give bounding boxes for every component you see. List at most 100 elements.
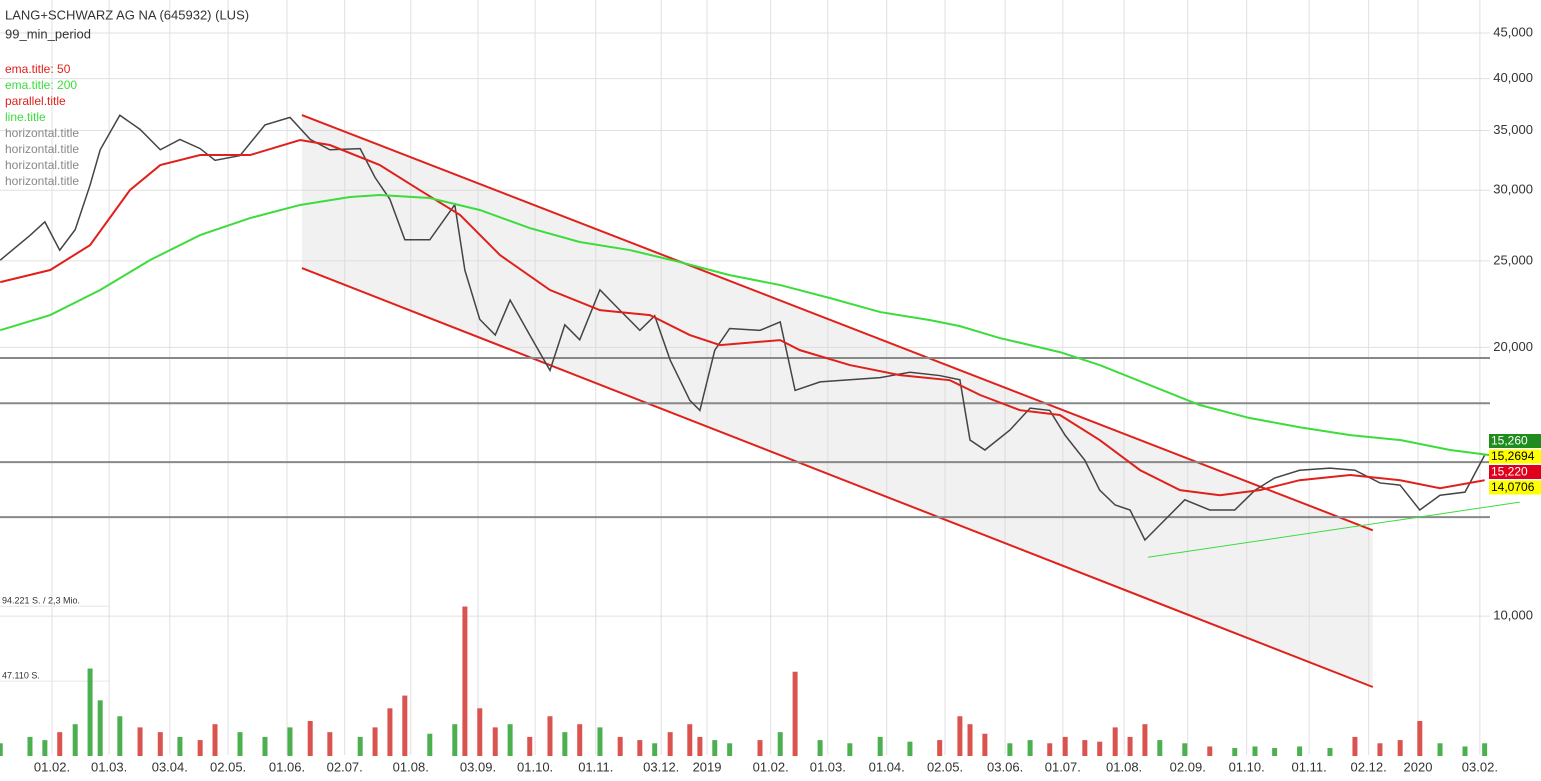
volume-bar xyxy=(42,740,48,756)
x-tick-label: 03.09. xyxy=(460,759,496,774)
y-tick-label: 10,000 xyxy=(1493,608,1533,623)
x-tick-label: 01.10. xyxy=(1229,759,1265,774)
volume-bar xyxy=(1397,740,1403,756)
trend-line xyxy=(1147,501,1520,558)
volume-bar xyxy=(652,743,658,756)
volume-bar xyxy=(0,743,3,756)
legend-entry: horizontal.title xyxy=(5,126,79,140)
volume-bar xyxy=(287,727,293,756)
x-tick-label: 01.07. xyxy=(1045,759,1081,774)
legend-entry: horizontal.title xyxy=(5,174,79,188)
volume-bar xyxy=(1437,743,1443,756)
volume-tick-label: 94.221 S. / 2,3 Mio. xyxy=(2,596,80,606)
legend-entry: horizontal.title xyxy=(5,142,79,156)
volume-bar xyxy=(777,732,783,756)
x-tick-label: 02.05. xyxy=(210,759,246,774)
volume-bar xyxy=(667,732,673,756)
legend-entry: ema.title: 50 xyxy=(5,62,71,76)
volume-bar xyxy=(1127,736,1133,756)
volume-bar xyxy=(327,732,333,756)
volume-bar xyxy=(27,736,33,756)
last-label: 14,0706 xyxy=(1491,480,1535,494)
volume-bar xyxy=(117,716,123,756)
volume-bar xyxy=(727,743,733,756)
volume-bar xyxy=(1062,736,1068,756)
legend-entry: line.title xyxy=(5,110,46,124)
x-tick-label: 01.02. xyxy=(34,759,70,774)
volume-bar xyxy=(1462,746,1468,756)
background-layer xyxy=(0,0,1490,755)
volume-bar xyxy=(1297,746,1303,756)
volume-bar xyxy=(57,732,63,756)
volume-bar xyxy=(527,736,533,756)
volume-tick-label: 47.110 S. xyxy=(2,670,40,680)
x-tick-label: 03.12. xyxy=(643,759,679,774)
volume-bar xyxy=(452,724,458,756)
x-tick-label: 02.05. xyxy=(927,759,963,774)
volume-bar xyxy=(1157,740,1163,756)
x-tick-label: 02.07. xyxy=(327,759,363,774)
volume-bar xyxy=(492,727,498,756)
volume-bar xyxy=(462,606,468,756)
volume-bar xyxy=(967,724,973,756)
volume-bar xyxy=(1007,743,1013,756)
x-tick-label: 03.04. xyxy=(152,759,188,774)
volume-bar xyxy=(1417,721,1423,756)
x-tick-label: 2019 xyxy=(693,759,722,774)
last-label-box xyxy=(1489,434,1541,448)
volume-bar xyxy=(1327,748,1333,756)
volume-bar xyxy=(577,724,583,756)
last-label: 15,260 xyxy=(1491,434,1528,448)
last-label: 15,220 xyxy=(1491,465,1528,479)
volume-bar xyxy=(712,740,718,756)
volume-bar xyxy=(1252,746,1258,756)
volume-bar xyxy=(687,724,693,756)
y-tick-label: 35,000 xyxy=(1493,122,1533,137)
volume-bar xyxy=(87,668,93,756)
volume-bar xyxy=(817,740,823,756)
y-tick-label: 25,000 xyxy=(1493,252,1533,267)
x-tick-label: 01.08. xyxy=(1106,759,1142,774)
volume-bar xyxy=(1027,740,1033,756)
volume-bar xyxy=(157,732,163,756)
volume-bar xyxy=(1352,736,1358,756)
channel-line xyxy=(301,114,1374,532)
volume-bar xyxy=(72,724,78,756)
volume-bar xyxy=(372,727,378,756)
volume-bar xyxy=(1047,743,1053,756)
volume-bar xyxy=(562,732,568,756)
volume-bar xyxy=(847,743,853,756)
volume-bar xyxy=(1232,748,1238,756)
x-tick-label: 01.04. xyxy=(869,759,905,774)
volume-bar xyxy=(1182,743,1188,756)
chart-title: LANG+SCHWARZ AG NA (645932) (LUS) xyxy=(5,7,249,22)
chart-subtitle: 99_min_period xyxy=(5,26,91,41)
y-tick-label: 30,000 xyxy=(1493,182,1533,197)
x-tick-label: 2020 xyxy=(1404,759,1433,774)
x-tick-label: 01.03. xyxy=(91,759,127,774)
legend-entry: horizontal.title xyxy=(5,158,79,172)
volume-bar xyxy=(237,732,243,756)
volume-bar xyxy=(1097,741,1103,756)
volume-bar xyxy=(177,736,183,756)
legend-entry: parallel.title xyxy=(5,94,66,108)
y-tick-label: 20,000 xyxy=(1493,339,1533,354)
volume-bar xyxy=(477,708,483,756)
volume-bar xyxy=(137,727,143,756)
x-tick-label: 01.10. xyxy=(517,759,553,774)
last-label-box xyxy=(1489,480,1541,495)
volume-bar xyxy=(597,727,603,756)
x-tick-label: 03.06. xyxy=(987,759,1023,774)
volume-bar xyxy=(697,736,703,756)
last-label-box xyxy=(1489,465,1541,479)
channel-area xyxy=(301,115,1373,688)
y-tick-label: 40,000 xyxy=(1493,70,1533,85)
volume-bar xyxy=(97,700,103,756)
x-tick-label: 02.12. xyxy=(1351,759,1387,774)
volume-bar xyxy=(617,736,623,756)
x-tick-label: 01.11. xyxy=(578,759,613,774)
volume-bar xyxy=(197,740,203,756)
volume-bar xyxy=(957,716,963,756)
